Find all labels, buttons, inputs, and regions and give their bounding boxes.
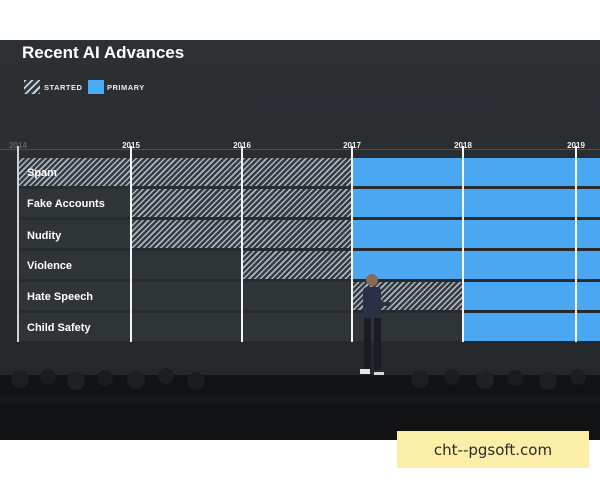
legend-started-swatch <box>24 80 40 94</box>
watermark-banner: cht--pgsoft.com <box>397 431 589 468</box>
row-label: Fake Accounts <box>27 198 105 210</box>
row-label: Hate Speech <box>27 291 94 303</box>
bar-primary-fake-accounts <box>352 189 600 217</box>
legend-primary-label: PRIMARY <box>107 83 145 92</box>
year-line <box>351 146 353 342</box>
bar-primary-nudity <box>352 220 600 248</box>
year-label: 2016 <box>233 141 251 150</box>
timeline-axis <box>0 149 600 150</box>
year-line <box>130 146 132 342</box>
audience-silhouettes <box>0 368 600 440</box>
slide-title: Recent AI Advances <box>22 43 185 62</box>
bar-started-spam <box>17 158 352 186</box>
row-label: Violence <box>27 260 73 272</box>
legend-started-label: STARTED <box>44 83 83 92</box>
bar-primary-hate-speech <box>463 282 600 310</box>
bar-started-violence <box>242 251 352 279</box>
row-label: Child Safety <box>27 322 91 334</box>
bar-primary-spam <box>352 158 600 186</box>
year-label: 2018 <box>454 141 472 150</box>
bar-primary-child-safety <box>463 313 600 341</box>
year-label: 2019 <box>567 141 585 150</box>
legend-primary-swatch <box>88 80 104 94</box>
year-line <box>17 146 19 342</box>
year-label: 2017 <box>343 141 361 150</box>
presentation-screen: Recent AI Advances STARTED PRIMARY 2014 … <box>0 40 600 385</box>
bar-primary-violence <box>352 251 600 279</box>
row-label: Spam <box>27 167 57 179</box>
year-line <box>241 146 243 342</box>
row-label: Nudity <box>27 230 62 242</box>
year-line <box>575 146 577 342</box>
year-label: 2014 <box>9 141 27 150</box>
stage-photo: Recent AI Advances STARTED PRIMARY 2014 … <box>0 40 600 440</box>
year-label: 2015 <box>122 141 140 150</box>
year-line <box>462 146 464 342</box>
speaker-figure <box>360 274 390 376</box>
